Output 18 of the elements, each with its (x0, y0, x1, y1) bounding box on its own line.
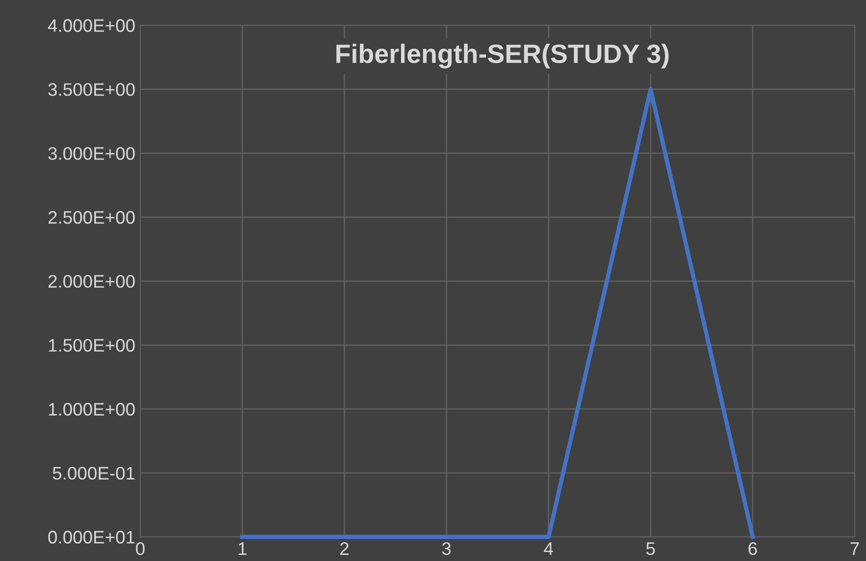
text: Fiberlength-SER(STUDY 3) (336, 44, 669, 68)
y-tick-label: 2.000E+00 (48, 274, 135, 288)
x-tick-label: 3 (442, 542, 451, 555)
x-tick-label: 7 (850, 542, 859, 555)
x-tick-label: 2 (340, 542, 349, 555)
y-tick-label: 3.000E+00 (48, 147, 135, 160)
x-tick-label: 0 (136, 542, 145, 555)
x-tick-label: 4 (544, 542, 554, 555)
y-tick-label: 0.000E+01 (48, 530, 135, 544)
x-tick-label: 1 (238, 542, 246, 555)
y-tick-label: 5.000E-01 (52, 466, 135, 480)
y-tick-label: 4.000E+00 (48, 19, 135, 32)
x-tick-label: 5 (646, 542, 655, 555)
x-tick-label: 6 (748, 542, 757, 555)
y-tick-label: 3.500E+00 (48, 83, 135, 96)
y-tick-label: 1.500E+00 (48, 338, 135, 352)
y-tick-label: 2.500E+00 (48, 211, 135, 224)
y-tick-label: 1.000E+00 (48, 402, 135, 416)
